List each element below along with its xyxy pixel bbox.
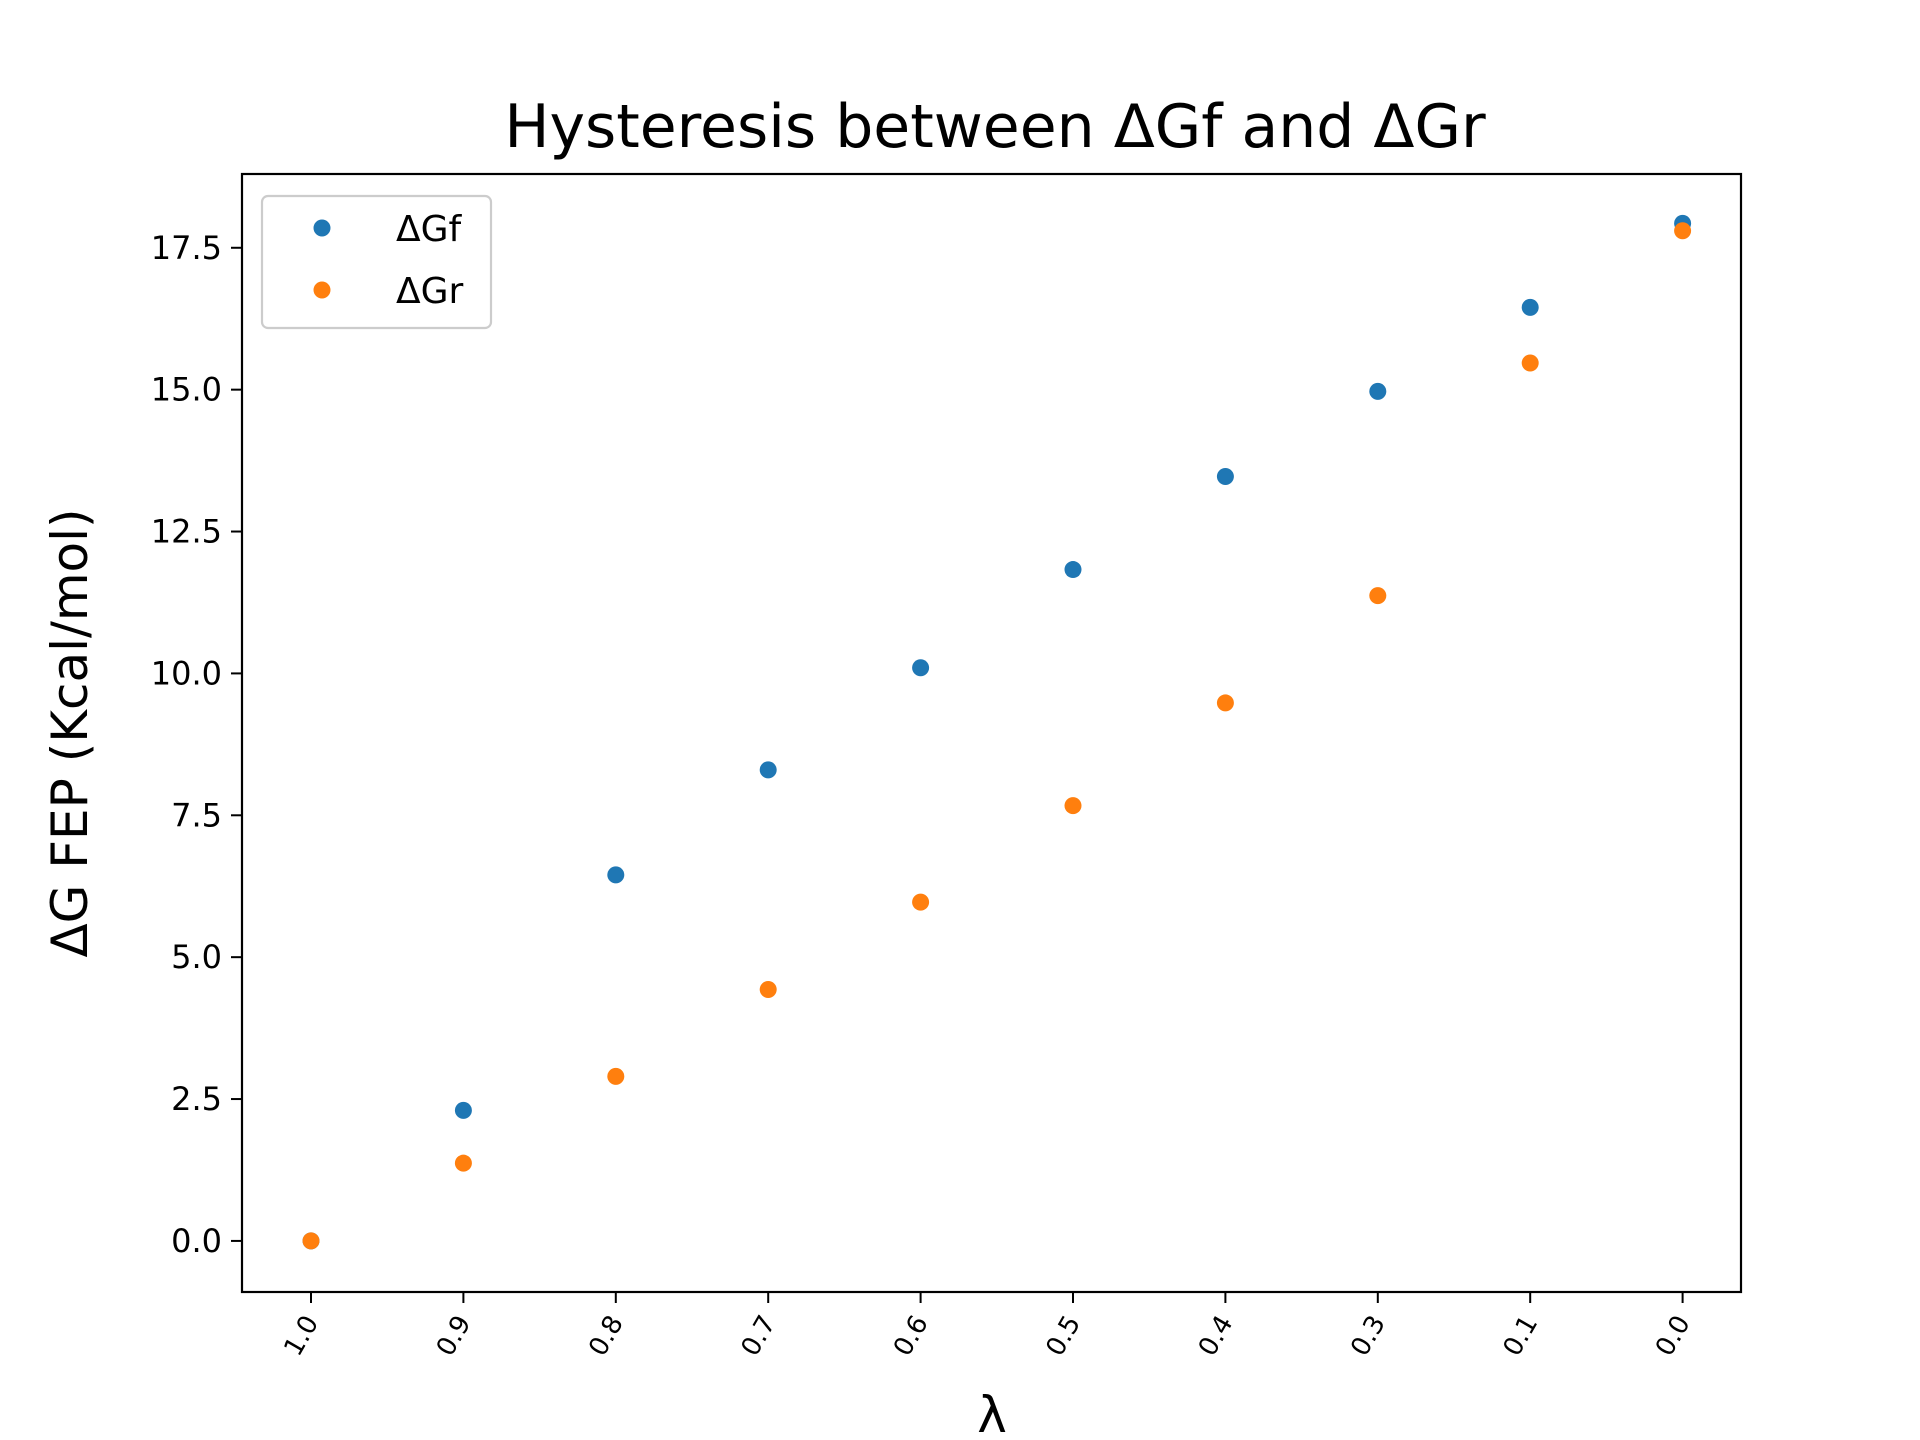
data-point	[1064, 797, 1082, 815]
legend-label-dgf: ΔGf	[396, 209, 463, 250]
data-point	[607, 866, 625, 884]
data-point	[759, 761, 777, 779]
data-point	[1521, 354, 1539, 372]
y-axis-label: ΔG FEP (Kcal/mol)	[41, 508, 99, 957]
data-point	[1369, 587, 1387, 605]
data-point	[1674, 222, 1692, 240]
y-tick-label: 15.0	[151, 371, 222, 409]
data-point	[1521, 298, 1539, 316]
data-point	[302, 1232, 320, 1250]
plot-area	[240, 172, 1743, 1294]
legend-marker-dgf	[313, 219, 331, 237]
legend-marker-dgr	[313, 281, 331, 299]
y-tick-label: 17.5	[151, 229, 222, 267]
chart-title: Hysteresis between ΔGf and ΔGr	[504, 92, 1486, 162]
y-axis: 0.0 2.5 5.0 7.5 10.0 12.5 15.0 17.5	[151, 229, 242, 1260]
x-axis-label: λ	[977, 1386, 1007, 1440]
series-dgr	[302, 222, 1692, 1250]
y-tick-label: 2.5	[171, 1080, 222, 1118]
y-tick-label: 5.0	[171, 938, 222, 976]
data-point	[759, 981, 777, 999]
data-points	[302, 214, 1692, 1250]
y-tick-label: 7.5	[171, 796, 222, 834]
legend: ΔGf ΔGr	[260, 194, 493, 330]
axes-frame	[240, 172, 1743, 1294]
data-point	[454, 1101, 472, 1119]
data-point	[1216, 467, 1234, 485]
data-point	[1064, 561, 1082, 579]
y-tick-label: 10.0	[151, 654, 222, 692]
data-point	[454, 1154, 472, 1172]
data-point	[1216, 694, 1234, 712]
legend-label-dgr: ΔGr	[396, 271, 464, 312]
y-tick-label: 12.5	[151, 513, 222, 551]
data-point	[607, 1067, 625, 1085]
y-tick-label: 0.0	[171, 1222, 222, 1260]
data-point	[912, 659, 930, 677]
data-point	[1369, 382, 1387, 400]
data-point	[912, 893, 930, 911]
